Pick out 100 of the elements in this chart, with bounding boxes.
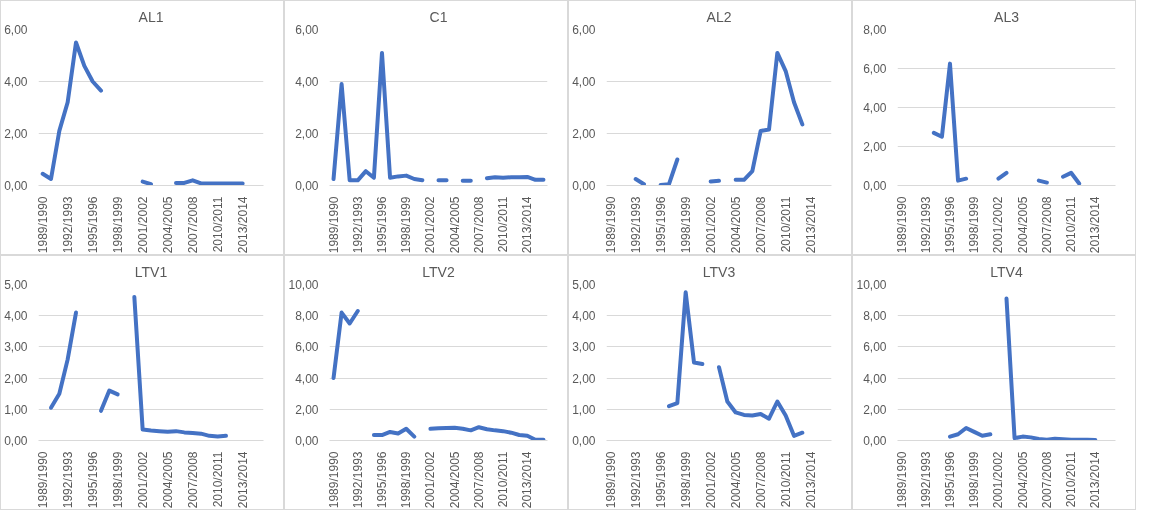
x-tick-label: 1992/1993	[60, 451, 75, 509]
x-tick-label: 1995/1996	[942, 451, 957, 509]
x-tick-label: 1989/1990	[894, 451, 909, 509]
y-tick-label: 2,00	[572, 371, 596, 386]
y-tick-label: 0,00	[4, 179, 28, 193]
y-tick-label: 2,00	[863, 402, 887, 417]
x-tick-label: 1989/1990	[35, 451, 50, 509]
x-tick-label: 2010/2011	[778, 196, 793, 253]
chart-title: AL2	[706, 8, 732, 25]
x-tick-label: 1989/1990	[603, 451, 618, 509]
x-tick-label: 1992/1993	[350, 196, 365, 254]
y-tick-label: 5,00	[572, 278, 596, 292]
y-tick-label: 4,00	[863, 371, 887, 386]
y-tick-label: 3,00	[4, 340, 28, 355]
chart-title: LTV3	[702, 263, 736, 280]
chart-title: AL1	[138, 8, 164, 25]
y-tick-label: 6,00	[863, 62, 887, 76]
y-tick-label: 4,00	[4, 309, 28, 324]
x-tick-label: 2001/2002	[135, 196, 150, 254]
y-tick-label: 2,00	[4, 127, 28, 141]
x-tick-label: 1995/1996	[653, 451, 668, 509]
x-tick-label: 2013/2014	[803, 451, 818, 509]
x-tick-label: 1992/1993	[350, 451, 365, 509]
y-tick-label: 6,00	[572, 23, 596, 37]
x-tick-label: 2004/2005	[447, 196, 462, 254]
x-tick-label: 1998/1999	[678, 451, 693, 509]
y-tick-label: 2,00	[572, 127, 596, 141]
y-tick-label: 10,00	[856, 278, 887, 292]
x-tick-label: 1989/1990	[603, 196, 618, 254]
x-tick-label: 2004/2005	[160, 196, 175, 254]
chart-title: C1	[429, 8, 448, 25]
x-tick-label: 1998/1999	[399, 196, 414, 254]
y-tick-label: 5,00	[4, 278, 28, 292]
x-tick-label: 2010/2011	[210, 451, 225, 508]
x-tick-label: 2004/2005	[1015, 451, 1030, 509]
y-tick-label: 4,00	[863, 101, 887, 115]
x-tick-label: 1995/1996	[374, 451, 389, 509]
x-tick-label: 2001/2002	[703, 196, 718, 254]
x-tick-label: 1995/1996	[85, 451, 100, 509]
x-tick-label: 2010/2011	[1064, 196, 1079, 253]
x-tick-label: 1995/1996	[942, 196, 957, 254]
y-tick-label: 4,00	[572, 309, 596, 324]
x-tick-label: 2007/2008	[1039, 451, 1054, 509]
y-tick-label: 6,00	[4, 23, 28, 37]
y-tick-label: 0,00	[295, 179, 319, 193]
x-tick-label: 2004/2005	[728, 196, 743, 254]
x-tick-label: 2001/2002	[423, 196, 438, 254]
chart-title: AL3	[994, 8, 1020, 25]
x-tick-label: 2001/2002	[423, 451, 438, 509]
y-tick-label: 0,00	[572, 179, 596, 193]
x-tick-label: 2013/2014	[235, 196, 250, 254]
chart-title: LTV4	[990, 263, 1023, 280]
x-tick-label: 1992/1993	[628, 451, 643, 509]
x-tick-label: 1995/1996	[653, 196, 668, 254]
x-tick-label: 2007/2008	[471, 451, 486, 509]
x-tick-label: 2010/2011	[210, 196, 225, 253]
y-tick-label: 8,00	[863, 309, 887, 324]
x-tick-label: 2004/2005	[728, 451, 743, 509]
x-tick-label: 1992/1993	[628, 196, 643, 254]
y-tick-label: 4,00	[4, 75, 28, 89]
y-tick-label: 2,00	[295, 127, 319, 141]
y-tick-label: 8,00	[863, 23, 887, 37]
x-tick-label: 1998/1999	[110, 451, 125, 509]
y-tick-label: 0,00	[4, 434, 28, 448]
x-tick-label: 2001/2002	[991, 451, 1006, 509]
x-tick-label: 1989/1990	[35, 196, 50, 254]
x-tick-label: 1998/1999	[967, 451, 982, 509]
x-tick-label: 2001/2002	[991, 196, 1006, 254]
x-tick-label: 1998/1999	[399, 451, 414, 509]
x-tick-label: 2010/2011	[496, 451, 511, 508]
x-tick-label: 2013/2014	[803, 196, 818, 254]
y-tick-label: 3,00	[572, 340, 596, 355]
y-tick-label: 4,00	[572, 75, 596, 89]
x-tick-label: 2010/2011	[1064, 451, 1079, 508]
chart-title: LTV1	[134, 263, 168, 280]
x-tick-label: 1989/1990	[894, 196, 909, 254]
y-tick-label: 4,00	[295, 75, 319, 89]
x-tick-label: 2013/2014	[1088, 451, 1103, 509]
y-tick-label: 8,00	[295, 309, 319, 324]
x-tick-label: 1995/1996	[374, 196, 389, 254]
x-tick-label: 2001/2002	[703, 451, 718, 509]
x-tick-label: 2013/2014	[520, 196, 535, 254]
x-tick-label: 1998/1999	[967, 196, 982, 254]
chart-title: LTV2	[422, 263, 455, 280]
y-tick-label: 2,00	[4, 371, 28, 386]
x-tick-label: 1992/1993	[918, 196, 933, 254]
x-tick-label: 2010/2011	[778, 451, 793, 508]
x-tick-label: 2001/2002	[135, 451, 150, 509]
x-tick-label: 2007/2008	[471, 196, 486, 254]
x-tick-label: 1995/1996	[85, 196, 100, 254]
y-tick-label: 2,00	[863, 140, 887, 154]
y-tick-label: 4,00	[295, 371, 319, 386]
x-tick-label: 2010/2011	[496, 196, 511, 253]
x-tick-label: 2013/2014	[520, 451, 535, 509]
y-tick-label: 6,00	[863, 340, 887, 355]
y-tick-label: 10,00	[288, 278, 319, 292]
x-tick-label: 1992/1993	[60, 196, 75, 254]
x-tick-label: 2007/2008	[753, 451, 768, 509]
x-tick-label: 1989/1990	[326, 451, 341, 509]
y-tick-label: 6,00	[295, 340, 319, 355]
